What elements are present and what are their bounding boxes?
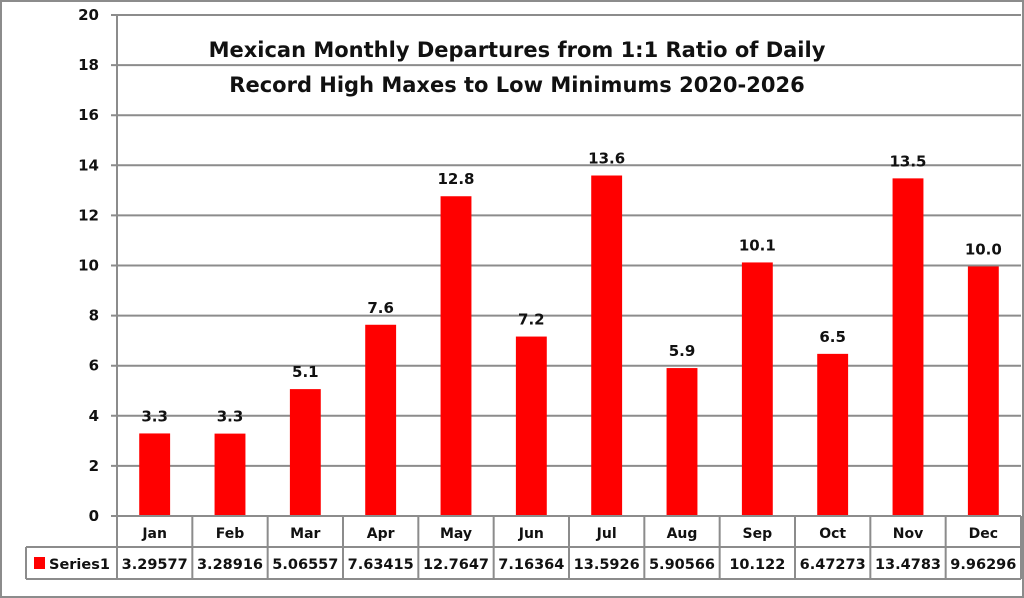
- bar: [289, 389, 321, 516]
- x-category-label: Mar: [290, 526, 320, 542]
- y-axis: 0 2 4 6 8 10 12 14 16 18 20: [78, 6, 118, 525]
- x-category-label: Jul: [596, 526, 617, 542]
- bar: [515, 336, 547, 516]
- table-value: 6.47273: [800, 557, 866, 573]
- table-value: 12.7647: [423, 557, 489, 573]
- bar: [817, 353, 849, 516]
- x-category-label: Apr: [367, 526, 395, 542]
- legend-label: Series1: [49, 557, 110, 573]
- bar: [892, 178, 924, 516]
- y-tick-label: 20: [78, 6, 99, 24]
- table-value: 7.16364: [498, 557, 564, 573]
- legend-key-icon: [34, 557, 45, 569]
- bar: [741, 262, 773, 516]
- x-category-label: Jun: [518, 526, 544, 542]
- data-label: 13.5: [889, 152, 926, 170]
- data-label: 3.3: [141, 407, 168, 425]
- table-value: 5.06557: [272, 557, 338, 573]
- data-table: Jan 3.29577 Feb 3.28916 Mar 5.06557 Apr 7.63415…: [25, 515, 1022, 580]
- x-category-label: Oct: [819, 526, 846, 542]
- bar: [440, 196, 472, 516]
- x-category-label: Aug: [667, 526, 698, 542]
- bars: [139, 175, 999, 516]
- x-category-label: Sep: [743, 526, 773, 542]
- data-label: 5.1: [292, 363, 319, 381]
- table-value: 3.28916: [197, 557, 263, 573]
- table-value: 9.96296: [950, 557, 1016, 573]
- table-value: 3.29577: [122, 557, 188, 573]
- chart-title: Mexican Monthly Departures from 1:1 Rati…: [209, 38, 826, 97]
- data-label: 13.6: [588, 150, 625, 168]
- y-tick-label: 16: [78, 106, 99, 124]
- table-value: 13.4783: [875, 557, 941, 573]
- bar: [139, 433, 171, 516]
- table-value: 13.5926: [574, 557, 640, 573]
- table-value: 10.122: [729, 557, 785, 573]
- bar: [666, 368, 698, 516]
- y-tick-label: 10: [78, 257, 99, 275]
- x-category-label: Jan: [141, 526, 167, 542]
- data-label: 3.3: [217, 408, 244, 426]
- chart-title-line-2: Record High Maxes to Low Minimums 2020-2…: [229, 73, 804, 97]
- y-tick-label: 12: [78, 206, 99, 224]
- bar: [967, 266, 999, 516]
- y-tick-label: 8: [89, 307, 99, 325]
- data-label: 5.9: [669, 342, 696, 360]
- data-label: 7.6: [367, 299, 394, 317]
- y-tick-label: 18: [78, 56, 99, 74]
- y-tick-label: 14: [78, 156, 99, 174]
- x-category-label: Nov: [893, 526, 923, 542]
- y-tick-label: 6: [89, 357, 99, 375]
- data-label: 12.8: [437, 170, 474, 188]
- bar: [214, 433, 246, 516]
- data-label: 10.0: [965, 240, 1002, 258]
- bar: [591, 175, 623, 516]
- y-tick-label: 0: [89, 507, 99, 525]
- data-labels: 3.3 3.3 5.1 7.6 12.8 7.2 13.6 5.9 10.1 6.5 13.5 10.…: [141, 150, 1001, 426]
- data-label: 10.1: [739, 236, 776, 254]
- table-value: 7.63415: [348, 557, 414, 573]
- y-tick-label: 4: [89, 407, 99, 425]
- table-value: 5.90566: [649, 557, 715, 573]
- x-category-label: Feb: [216, 526, 245, 542]
- data-label: 6.5: [819, 328, 846, 346]
- x-category-label: Dec: [969, 526, 998, 542]
- bar: [365, 324, 397, 516]
- data-label: 7.2: [518, 311, 545, 329]
- chart-title-line-1: Mexican Monthly Departures from 1:1 Rati…: [209, 38, 826, 62]
- y-tick-label: 2: [89, 457, 99, 475]
- x-category-label: May: [440, 526, 472, 542]
